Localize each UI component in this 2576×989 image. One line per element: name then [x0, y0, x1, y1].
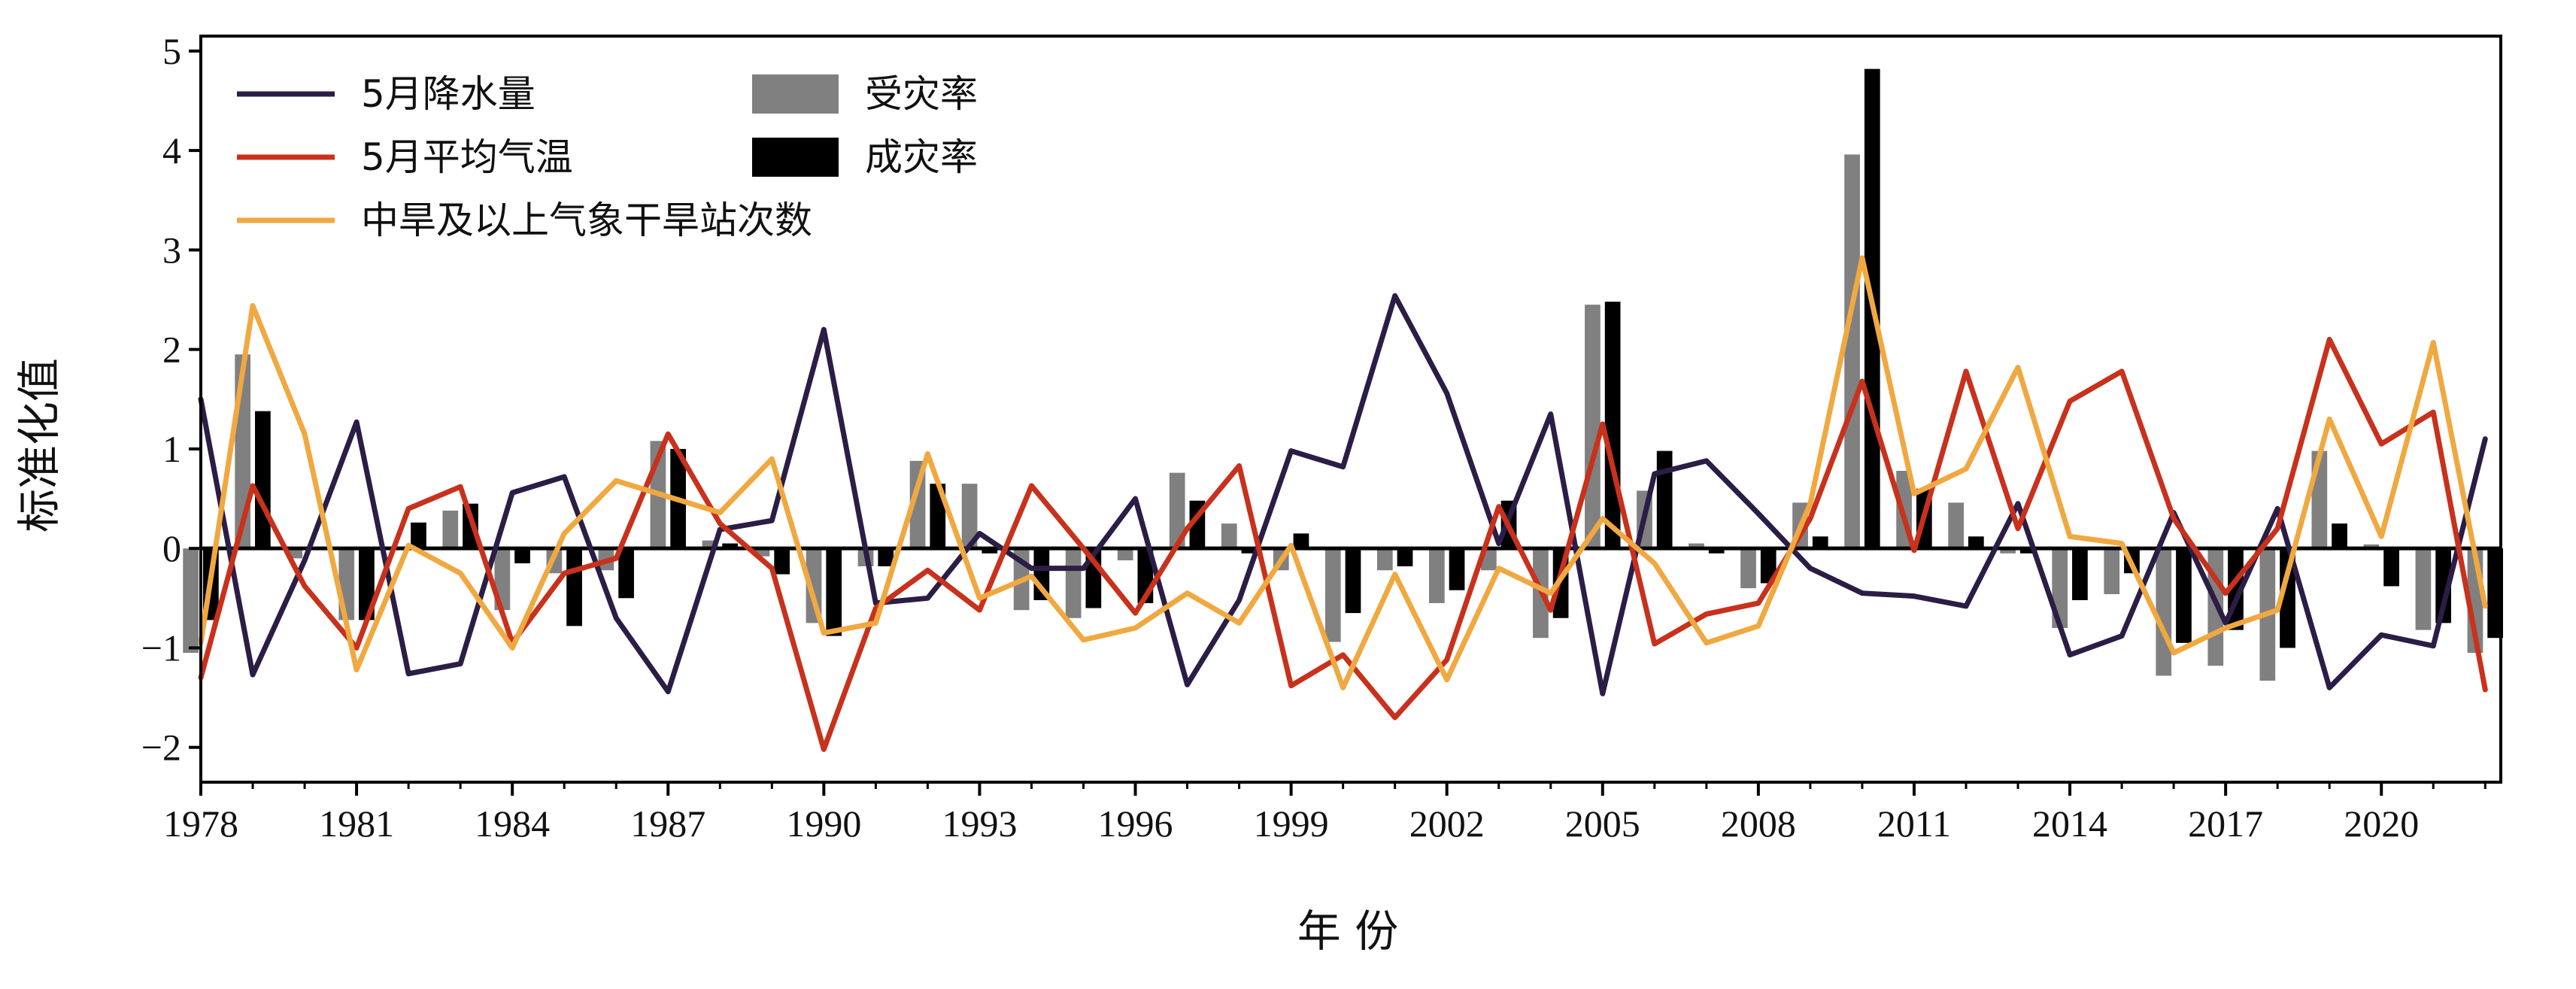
bar-damaged-2014: [2072, 548, 2088, 600]
bar-damaged-2001: [1397, 548, 1413, 566]
bar-damaged-2002: [1449, 548, 1465, 590]
y-tick-label: 2: [162, 329, 181, 371]
bar-affected-2000: [1325, 548, 1341, 642]
bar-damaged-1986: [618, 548, 634, 598]
bar-affected-2008: [1740, 548, 1756, 588]
x-tick-label: 1984: [475, 802, 550, 845]
bar-affected-2012: [1948, 502, 1964, 548]
bar-damaged-2005: [1605, 302, 1621, 548]
legend-label-damaged: 成灾率: [865, 135, 978, 179]
y-tick-label: 1: [162, 428, 181, 470]
bar-affected-2015: [2104, 548, 2119, 594]
lines-layer: [201, 258, 2485, 749]
bar-affected-1995: [1066, 548, 1082, 618]
x-tick-label: 2017: [2188, 802, 2263, 845]
x-tick-label: 1990: [786, 802, 861, 845]
bar-affected-1978: [183, 548, 199, 653]
x-tick-label: 2020: [2344, 802, 2419, 845]
x-axis-title: 年 份: [1297, 906, 1398, 957]
line-drought: [201, 258, 2485, 687]
bar-damaged-1990: [826, 548, 842, 636]
bar-affected-2005: [1585, 305, 1601, 548]
bar-affected-2010: [1844, 154, 1860, 548]
x-tick-label: 2005: [1565, 802, 1640, 845]
x-tick-label: 2008: [1721, 802, 1796, 845]
legend-label-drought: 中旱及以上气象干旱站次数: [361, 199, 812, 242]
legend-label-precipitation: 5月降水量: [361, 72, 536, 116]
bar-affected-2001: [1377, 548, 1393, 570]
line-precipitation: [201, 296, 2485, 693]
bar-affected-1998: [1221, 523, 1237, 548]
bar-damaged-1984: [514, 548, 530, 563]
x-tick-label: 2011: [1877, 802, 1951, 845]
chart: −2 −1 0 1 2 3 4 5 1978 1981 1984 1987 1990 1993 1996 19…: [0, 0, 2576, 989]
bar-affected-2016: [2156, 548, 2171, 675]
x-tick-label: 1981: [319, 802, 394, 845]
bar-damaged-2000: [1346, 548, 1361, 613]
legend: 5月降水量 5月平均气温中旱及以上气象干旱站次数 受灾率成灾率: [237, 72, 978, 242]
y-tick-label: −1: [141, 626, 181, 669]
legend-label-affected: 受灾率: [865, 72, 978, 116]
bar-damaged-1999: [1294, 533, 1309, 548]
bar-affected-2002: [1429, 548, 1445, 603]
x-tick-label: 1978: [163, 802, 238, 845]
y-tick-label: 4: [162, 129, 181, 171]
y-tick-label: −2: [141, 727, 181, 769]
x-tick-label: 2002: [1409, 802, 1485, 845]
bar-damaged-2006: [1657, 451, 1673, 549]
bar-damaged-1985: [566, 548, 582, 626]
y-tick-label: 5: [162, 30, 181, 72]
y-axis-title: 标准化值: [14, 358, 65, 532]
x-tick-label: 1987: [630, 802, 705, 845]
bar-damaged-1982: [411, 523, 426, 548]
y-tick-label: 3: [162, 229, 181, 271]
bar-damaged-2019: [2332, 523, 2347, 548]
x-tick-label: 1996: [1098, 802, 1173, 845]
y-tick-label: 0: [162, 527, 181, 569]
legend-swatch-damaged: [752, 138, 839, 177]
x-tick-label: 1999: [1254, 802, 1329, 845]
bar-damaged-1979: [255, 411, 271, 549]
bar-affected-2021: [2416, 548, 2432, 630]
x-tick-label: 1993: [942, 802, 1017, 845]
legend-label-temperature: 5月平均气温: [361, 135, 573, 179]
bar-damaged-2016: [2176, 548, 2192, 643]
legend-swatch-affected: [752, 74, 839, 114]
x-tick-label: 2014: [2032, 802, 2107, 845]
bar-affected-1983: [442, 511, 458, 548]
bar-damaged-1989: [774, 548, 790, 574]
bar-damaged-2020: [2383, 548, 2399, 586]
